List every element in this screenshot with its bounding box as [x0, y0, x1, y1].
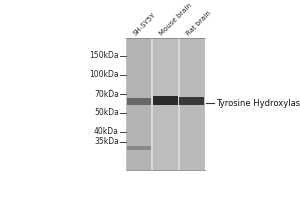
Bar — [127, 38, 151, 170]
Bar — [179, 97, 204, 105]
Bar — [127, 146, 152, 150]
Bar — [127, 98, 152, 105]
Text: Mouse brain: Mouse brain — [159, 2, 194, 36]
Bar — [126, 38, 205, 170]
Text: 100kDa: 100kDa — [89, 70, 119, 79]
Bar — [179, 38, 204, 170]
Text: 40kDa: 40kDa — [94, 127, 119, 136]
Text: Tyrosine Hydroxylase: Tyrosine Hydroxylase — [217, 99, 300, 108]
Text: 150kDa: 150kDa — [89, 51, 119, 60]
Bar — [178, 38, 179, 170]
Text: 50kDa: 50kDa — [94, 108, 119, 117]
Bar — [153, 96, 178, 105]
Text: 70kDa: 70kDa — [94, 90, 119, 99]
Text: Rat brain: Rat brain — [185, 10, 212, 36]
Bar — [153, 38, 178, 170]
Text: SH-SY5Y: SH-SY5Y — [132, 11, 158, 36]
Bar — [151, 38, 153, 170]
Text: 35kDa: 35kDa — [94, 137, 119, 146]
